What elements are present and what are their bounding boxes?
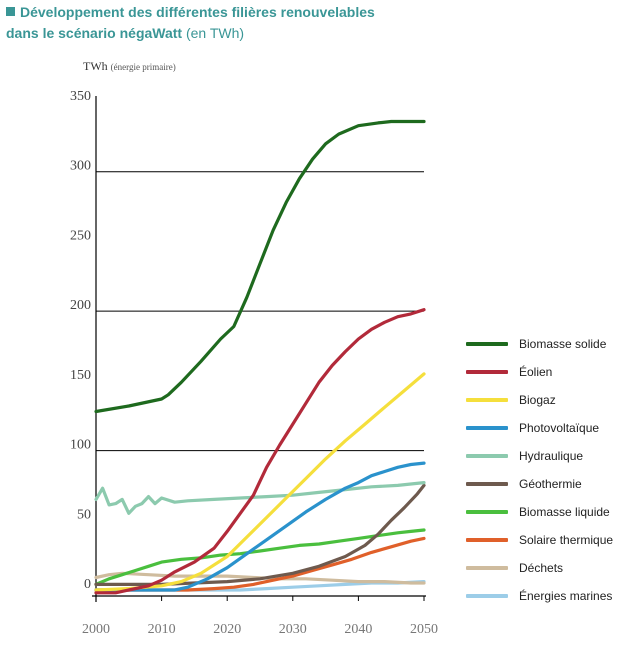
legend-swatch xyxy=(466,538,508,542)
title-line-1: Développement des différentes filières r… xyxy=(6,2,566,23)
series-line-éolien xyxy=(94,308,426,595)
y-tick-label: 0 xyxy=(84,577,91,592)
legend-swatch xyxy=(466,342,508,346)
x-tick-label: 2020 xyxy=(213,622,241,637)
y-axis-unit-main: TWh xyxy=(83,59,108,73)
legend-label: Éolien xyxy=(519,365,553,379)
x-axis-ticks: 2000 2010 2020 2030 2040 2050 xyxy=(82,596,438,637)
legend-swatch xyxy=(466,510,508,514)
legend-label: Photovoltaïque xyxy=(519,421,600,435)
y-axis-unit-sub: (énergie primaire) xyxy=(110,62,176,72)
gridlines xyxy=(96,171,424,452)
series-line-solaire-thermique xyxy=(94,536,426,592)
legend-item: Hydraulique xyxy=(466,442,636,470)
x-tick-label: 2030 xyxy=(279,622,307,637)
legend-item: Biomasse liquide xyxy=(466,498,636,526)
legend-swatch xyxy=(466,426,508,430)
chart-title: Développement des différentes filières r… xyxy=(6,2,566,44)
legend-label: Énergies marines xyxy=(519,589,613,603)
legend-label: Biogaz xyxy=(519,393,556,407)
legend-label: Biomasse solide xyxy=(519,337,607,351)
y-tick-label: 150 xyxy=(70,368,91,383)
series-line-biomasse-solide xyxy=(94,119,426,414)
legend-item: Biogaz xyxy=(466,386,636,414)
legend-item: Déchets xyxy=(466,554,636,582)
legend-label: Déchets xyxy=(519,561,564,575)
y-axis-unit: TWh (énergie primaire) xyxy=(83,59,176,74)
y-tick-label: 300 xyxy=(70,159,91,174)
legend-item: Éolien xyxy=(466,358,636,386)
series-line-hydraulique xyxy=(94,481,426,515)
legend-swatch xyxy=(466,454,508,458)
series-lines xyxy=(94,119,426,595)
series-line-photovoltaïque xyxy=(94,461,426,592)
legend-item: Géothermie xyxy=(466,470,636,498)
legend-label: Solaire thermique xyxy=(519,533,614,547)
x-tick-label: 2050 xyxy=(410,622,438,637)
legend-swatch xyxy=(466,594,508,598)
legend-swatch xyxy=(466,398,508,402)
y-tick-label: 250 xyxy=(70,228,91,243)
legend-label: Géothermie xyxy=(519,477,582,491)
legend-item: Énergies marines xyxy=(466,582,636,610)
y-axis-ticks: 0 50 100 150 200 250 300 350 xyxy=(70,89,91,592)
y-tick-label: 100 xyxy=(70,438,91,453)
axes xyxy=(92,96,426,602)
legend-item: Solaire thermique xyxy=(466,526,636,554)
y-tick-label: 200 xyxy=(70,298,91,313)
title-unit: (en TWh) xyxy=(185,25,245,41)
legend-swatch xyxy=(466,370,508,374)
legend-swatch xyxy=(466,482,508,486)
y-tick-label: 50 xyxy=(77,507,91,522)
title-text-1: Développement des différentes filières r… xyxy=(20,4,375,20)
legend-label: Biomasse liquide xyxy=(519,505,610,519)
legend-item: Photovoltaïque xyxy=(466,414,636,442)
x-tick-label: 2040 xyxy=(344,622,372,637)
title-text-2: dans le scénario négaWatt xyxy=(6,25,183,41)
series-line-biogaz xyxy=(94,372,426,592)
legend-label: Hydraulique xyxy=(519,449,584,463)
x-tick-label: 2000 xyxy=(82,622,110,637)
title-square-icon xyxy=(6,7,15,16)
legend: Biomasse solide Éolien Biogaz Photovoltaïqu… xyxy=(466,330,636,610)
series-line-déchets xyxy=(94,571,426,585)
title-line-2: dans le scénario négaWatt (en TWh) xyxy=(6,23,566,44)
legend-item: Biomasse solide xyxy=(466,330,636,358)
x-tick-label: 2010 xyxy=(148,622,176,637)
legend-swatch xyxy=(466,566,508,570)
y-tick-label: 350 xyxy=(70,89,91,104)
